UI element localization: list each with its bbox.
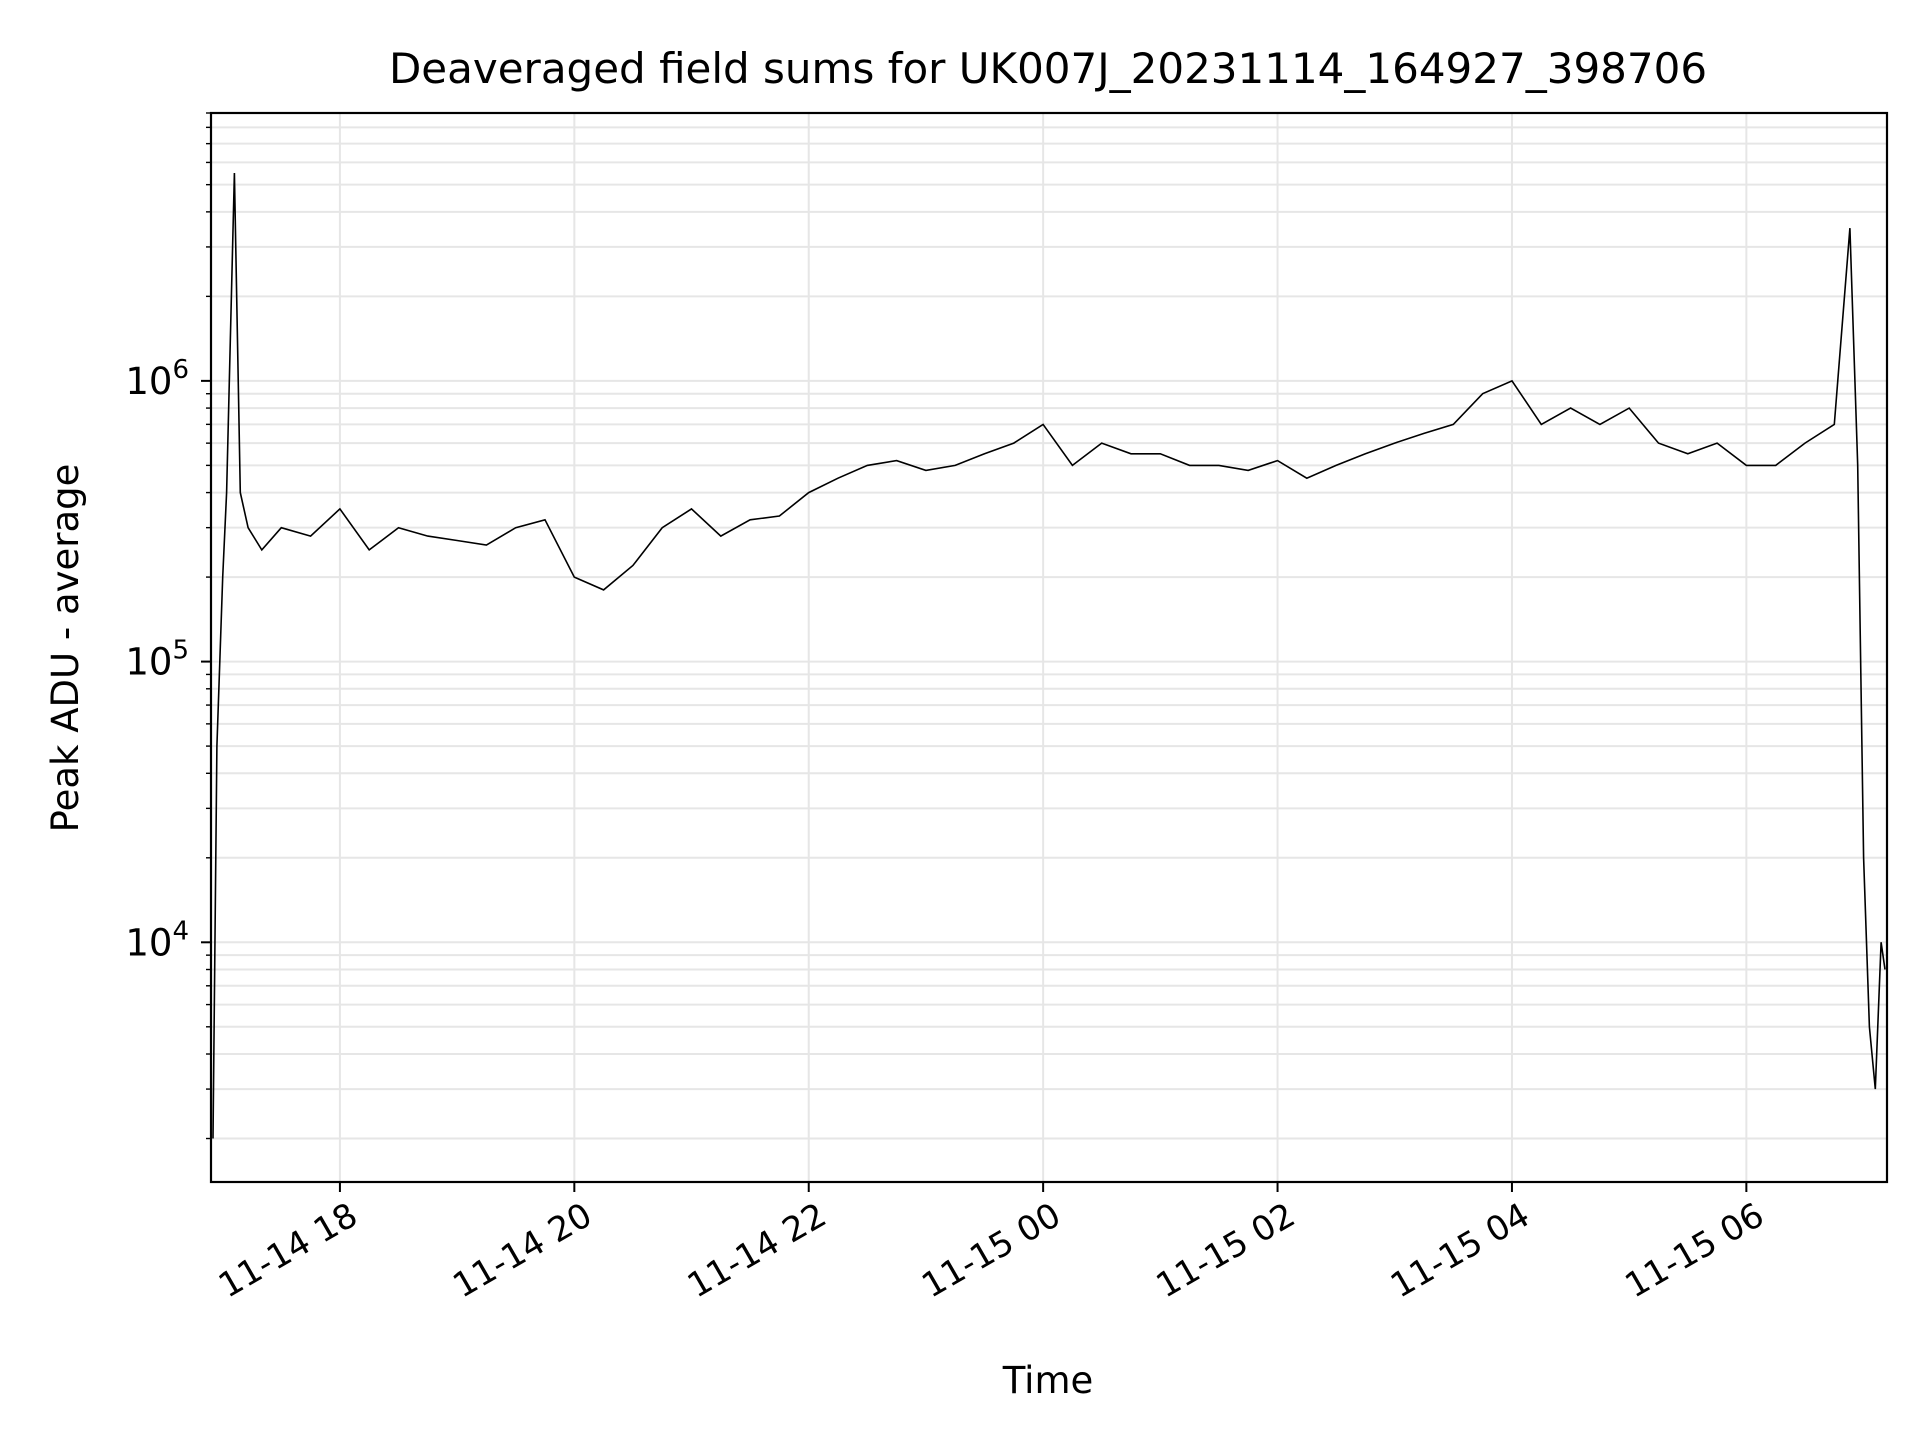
series-layer: [212, 172, 1886, 1139]
y-tick-label: 104: [125, 916, 189, 964]
series-line-1: [212, 172, 1886, 1139]
y-tick-label: 105: [125, 636, 189, 684]
x-axis-label: Time: [1002, 1359, 1094, 1402]
plot-frame: [209, 111, 1889, 1184]
y-axis-label: Peak ADU - average: [44, 464, 87, 833]
y-tick-label: 106: [125, 355, 189, 403]
chart-title: Deaveraged field sums for UK007J_2023111…: [389, 44, 1707, 93]
minor-gridlines: [211, 112, 1887, 1140]
y-axis: 104 105 106: [125, 112, 211, 1140]
major-gridlines: [211, 113, 1887, 1182]
